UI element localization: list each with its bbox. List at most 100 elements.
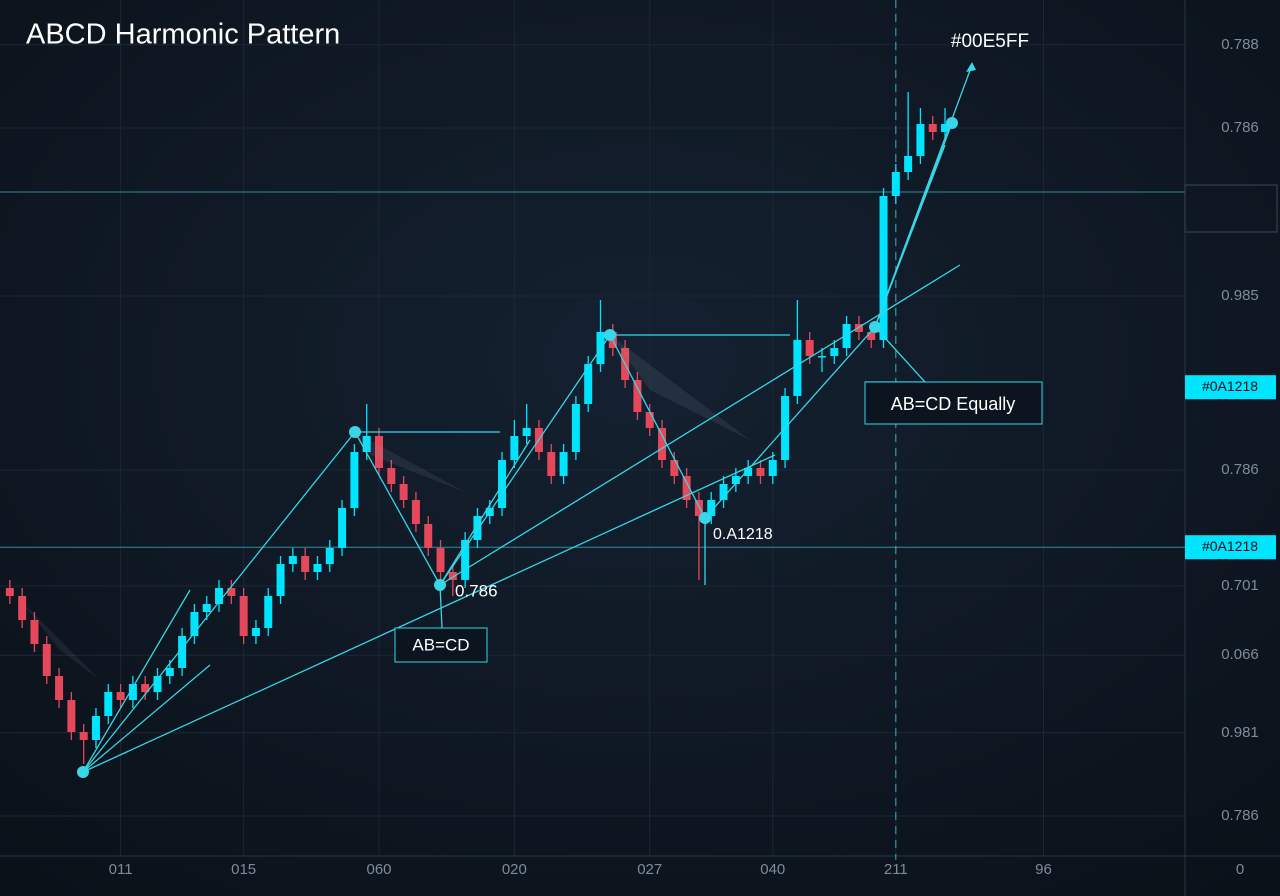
y-tick-label: 0.985 [1221, 287, 1259, 304]
candle-body [571, 404, 580, 452]
candle-body [165, 668, 174, 676]
pattern-point [77, 766, 89, 778]
candle-body [375, 436, 384, 468]
x-tick-label: 96 [1035, 861, 1052, 878]
candle-body [288, 556, 297, 564]
candle-body [547, 452, 556, 476]
candle-body [842, 324, 851, 348]
candle-body [325, 548, 334, 564]
corner-label: 0 [1236, 861, 1244, 878]
x-tick-label: 027 [637, 861, 662, 878]
candle-body [879, 196, 888, 340]
fan-line [439, 439, 531, 586]
candle-body [251, 628, 260, 636]
annotation: AB=CD [412, 635, 469, 654]
candle-body [424, 524, 433, 548]
candle-body [399, 484, 408, 500]
candle-body [817, 356, 826, 358]
x-tick-label: 011 [109, 861, 133, 878]
candle-body [411, 500, 420, 524]
candle-body [805, 340, 814, 356]
candle-body [227, 588, 236, 596]
candle-body [707, 500, 716, 516]
candle-body [387, 468, 396, 484]
candle-body [670, 460, 679, 476]
fan-line [82, 454, 776, 773]
candle-body [584, 364, 593, 404]
pattern-shade [610, 335, 750, 440]
y-tick-label: 0.981 [1221, 724, 1259, 741]
candle-body [141, 684, 150, 692]
fan-line [439, 264, 961, 586]
candle-body [264, 596, 273, 628]
candle-body [436, 548, 445, 572]
annotation: AB=CD Equally [891, 394, 1016, 414]
pattern-shade [355, 432, 465, 492]
price-badge-label: #0A1218 [1202, 378, 1258, 394]
pointer-line [874, 326, 926, 383]
pattern-overlay: 0.786 AB=CD 0.A1218 AB=CD Equally #00E5F… [20, 31, 1043, 778]
annotation-box [394, 627, 488, 663]
candle-body [522, 428, 531, 436]
x-tick-label: 060 [366, 861, 391, 878]
pattern-points [77, 117, 958, 778]
candle-body [633, 380, 642, 412]
pattern-point [869, 321, 881, 333]
candle-body [461, 540, 470, 580]
candle-body [215, 588, 224, 604]
candle-body [941, 124, 950, 132]
x-tick-label: 020 [502, 861, 527, 878]
candle-body [5, 588, 14, 596]
candle-body [116, 692, 125, 700]
candle-body [350, 452, 359, 508]
pattern-point [604, 329, 616, 341]
y-tick-label: 0.786 [1221, 119, 1259, 136]
y-tick-label: 0.701 [1221, 577, 1259, 594]
candle-body [42, 644, 51, 676]
price-badge [1185, 375, 1276, 400]
x-tick-label: 015 [231, 861, 256, 878]
candle-body [682, 476, 691, 500]
candle-body [694, 500, 703, 516]
candle-body [338, 508, 347, 548]
candle-body [128, 684, 137, 700]
candle-body [202, 604, 211, 612]
annotation: 0.786 [455, 581, 498, 600]
candle-body [658, 428, 667, 460]
candle-body [190, 612, 199, 636]
pattern-point [349, 426, 361, 438]
arrow-head [966, 62, 976, 72]
candle-body [448, 572, 457, 580]
candle-body [904, 156, 913, 172]
candle-body [559, 452, 568, 476]
candle-body [55, 676, 64, 700]
candle-body [104, 692, 113, 716]
chart-title: ABCD Harmonic Pattern [26, 19, 340, 51]
candle-body [928, 124, 937, 132]
level-label: #0A1218 [1202, 538, 1258, 554]
candle-body [731, 476, 740, 484]
candle-body [744, 468, 753, 476]
axis-box [1184, 184, 1278, 233]
x-tick-label: 040 [760, 861, 785, 878]
candle-body [153, 676, 162, 692]
candle-body [18, 596, 27, 620]
candle-body [276, 564, 285, 596]
y-tick-label: 0.066 [1221, 646, 1259, 663]
candle-body [91, 716, 100, 740]
fan-line [82, 589, 191, 773]
candle-body [67, 700, 76, 732]
candle-body [854, 324, 863, 332]
candle-body [830, 348, 839, 356]
pattern-point [699, 512, 711, 524]
candle-body [867, 332, 876, 340]
candle-body [79, 732, 88, 740]
level-badge [1185, 535, 1276, 560]
candle-body [645, 412, 654, 428]
annotation: 0.A1218 [713, 526, 773, 543]
candle-body [768, 460, 777, 476]
annotation: #00E5FF [951, 31, 1029, 52]
candle-body [473, 516, 482, 540]
